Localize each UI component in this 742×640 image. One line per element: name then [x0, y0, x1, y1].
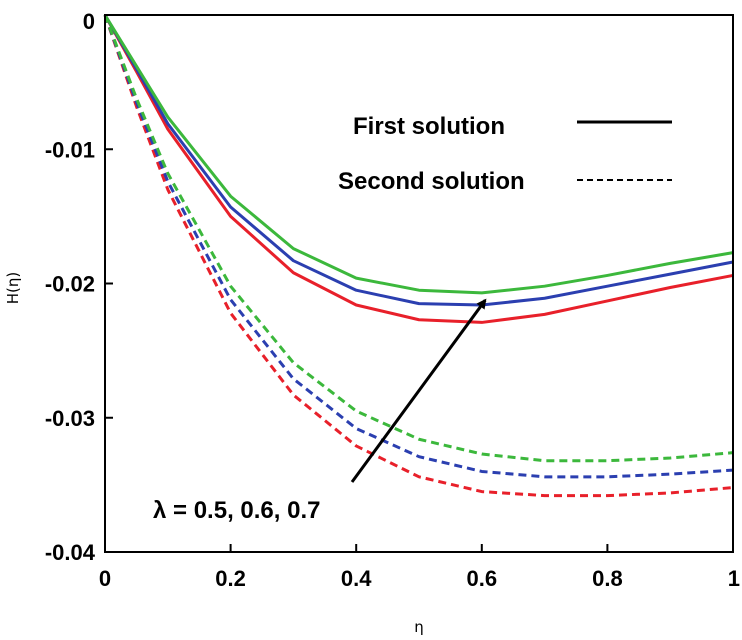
series-line-5 [103, 14, 734, 463]
x-axis-label: η [414, 618, 424, 636]
series-line-4 [103, 14, 734, 479]
series-line-1 [103, 14, 734, 307]
annotation-lambda-values: λ = 0.5, 0.6, 0.7 [153, 497, 320, 524]
x-tick-label-1: 0.2 [215, 566, 246, 591]
y-tick-label-1: -0.01 [45, 137, 95, 162]
legend: First solution Second solution [338, 113, 672, 195]
legend-label-second-solution: Second solution [338, 168, 525, 195]
axis-tick-labels: 0 0.2 0.4 0.6 0.8 1 0 -0.01 -0.02 -0.03 -0.04 [45, 9, 740, 591]
x-tick-label-3: 0.6 [467, 566, 498, 591]
plot-lines [103, 14, 734, 498]
legend-label-first-solution: First solution [353, 113, 505, 140]
x-tick-label-0: 0 [99, 566, 111, 591]
series-line-2 [103, 14, 734, 295]
y-tick-label-3: -0.03 [45, 406, 95, 431]
series-line-0 [103, 14, 734, 324]
y-tick-label-4: -0.04 [45, 540, 96, 565]
x-tick-label-4: 0.8 [592, 566, 623, 591]
x-tick-label-2: 0.4 [341, 566, 372, 591]
annotation-arrow [350, 298, 487, 483]
y-tick-label-0: 0 [83, 9, 95, 34]
y-axis-label: H(η) [4, 272, 22, 305]
x-tick-label-5: 1 [728, 566, 740, 591]
y-tick-label-2: -0.02 [45, 272, 95, 297]
axis-ticks [104, 14, 734, 553]
plot-frame [104, 14, 734, 553]
series-line-3 [103, 14, 734, 498]
